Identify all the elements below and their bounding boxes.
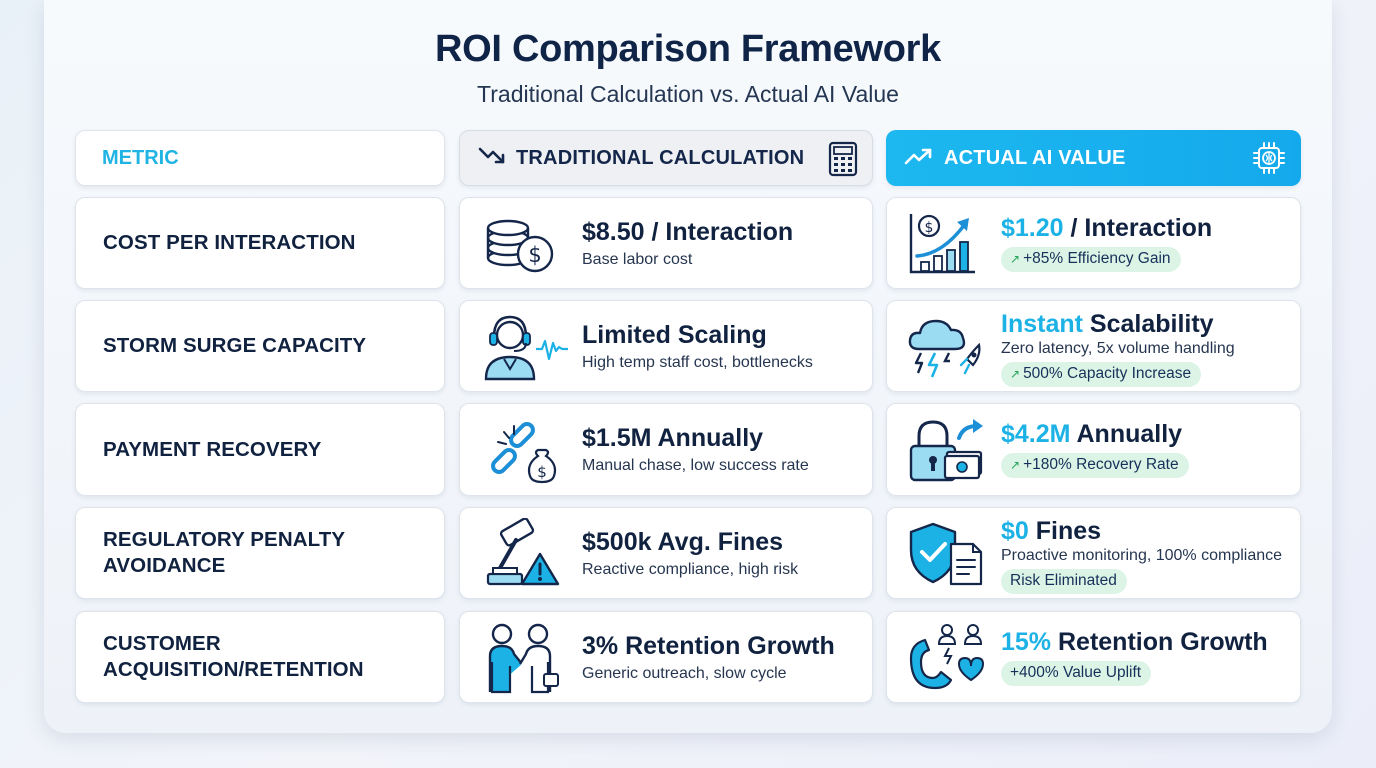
pill-arrow-icon: ↗ xyxy=(1010,367,1021,381)
ai-card-storm: Instant Scalability Zero latency, 5x vol… xyxy=(886,300,1301,392)
traditional-subtext: Manual chase, low success rate xyxy=(582,457,809,474)
traditional-headline: $500k Avg. Fines xyxy=(582,528,784,556)
pill-arrow-icon: ↗ xyxy=(1010,252,1021,266)
ai-subtext: Zero latency, 5x volume handling xyxy=(1001,340,1235,357)
trend-down-icon xyxy=(478,146,506,171)
ai-pill: ↗ 500% Capacity Increase xyxy=(1001,362,1202,387)
header-ai-label: ACTUAL AI VALUE xyxy=(944,146,1126,169)
metric-label: COST PER INTERACTION xyxy=(103,231,356,254)
svg-text:$: $ xyxy=(528,243,541,267)
metric-card-regulatory: REGULATORY PENALTY AVOIDANCE xyxy=(75,507,445,599)
traditional-headline: $1.5M Annually xyxy=(582,424,764,452)
header-ai: ACTUAL AI VALUE xyxy=(886,130,1301,186)
ai-card-regulatory: $0 Fines Proactive monitoring, 100% comp… xyxy=(886,507,1301,599)
lock-money-icon xyxy=(907,416,987,489)
calculator-icon xyxy=(828,141,858,182)
metric-label: REGULATORY PENALTY AVOIDANCE xyxy=(103,528,346,577)
metric-card-storm: STORM SURGE CAPACITY xyxy=(75,300,445,392)
ai-headline-accent: $1.20 xyxy=(1001,214,1064,242)
ai-subtext: Proactive monitoring, 100% compliance xyxy=(1001,547,1283,564)
ai-pill: ↗ +85% Efficiency Gain xyxy=(1001,247,1181,272)
growth-chart-icon: $ xyxy=(907,210,979,281)
metric-label: CUSTOMER ACQUISITION/RETENTION xyxy=(103,632,364,681)
svg-text:$: $ xyxy=(537,463,547,481)
broken-chain-icon: $ xyxy=(484,416,560,491)
metric-label: STORM SURGE CAPACITY xyxy=(103,334,367,357)
traditional-headline: $8.50 / Interaction xyxy=(582,218,794,246)
call-agent-icon xyxy=(484,313,570,386)
gavel-warning-icon xyxy=(484,517,562,593)
metric-card-payment: PAYMENT RECOVERY xyxy=(75,403,445,496)
metric-card-cost: COST PER INTERACTION xyxy=(75,197,445,289)
header-traditional-label: TRADITIONAL CALCULATION xyxy=(516,146,805,169)
ai-pill: +400% Value Uplift xyxy=(1001,661,1152,686)
header-traditional: TRADITIONAL CALCULATION xyxy=(459,130,873,186)
traditional-card-cost: $ $8.50 / Interaction Base labor cost xyxy=(459,197,873,289)
coins-dollar-icon: $ xyxy=(484,210,556,281)
traditional-card-storm: Limited Scaling High temp staff cost, bo… xyxy=(459,300,873,392)
traditional-headline: Limited Scaling xyxy=(582,321,767,349)
traditional-headline: 3% Retention Growth xyxy=(582,632,835,660)
ai-headline: Instant Scalability xyxy=(1001,310,1235,339)
ai-pill-label: +400% Value Uplift xyxy=(1010,664,1142,681)
ai-card-payment: $4.2M Annually ↗ +180% Recovery Rate xyxy=(886,403,1301,496)
metric-label: PAYMENT RECOVERY xyxy=(103,437,322,461)
ai-headline-rest: Fines xyxy=(1028,517,1102,545)
ai-headline-accent: $4.2M xyxy=(1001,420,1071,448)
ai-headline-rest: / Interaction xyxy=(1063,214,1213,242)
ai-headline-rest: Scalability xyxy=(1082,310,1214,338)
traditional-subtext: Reactive compliance, high risk xyxy=(582,561,799,578)
svg-text:$: $ xyxy=(925,220,934,236)
metric-card-customer: CUSTOMER ACQUISITION/RETENTION xyxy=(75,611,445,703)
pill-arrow-icon: ↗ xyxy=(1010,458,1021,472)
ai-pill: Risk Eliminated xyxy=(1001,569,1127,594)
ai-card-cost: $ $1.20 / Interaction ↗ +85% Efficiency G… xyxy=(886,197,1301,289)
ai-chip-icon xyxy=(1251,140,1287,181)
traditional-card-customer: 3% Retention Growth Generic outreach, sl… xyxy=(459,611,873,703)
ai-pill-label: +180% Recovery Rate xyxy=(1023,456,1179,473)
page-subtitle: Traditional Calculation vs. Actual AI Va… xyxy=(477,81,899,107)
traditional-subtext: High temp staff cost, bottlenecks xyxy=(582,354,813,371)
magnet-people-icon xyxy=(907,622,987,697)
ai-headline: $0 Fines xyxy=(1001,517,1282,546)
ai-headline-accent: $0 xyxy=(1001,517,1029,545)
ai-pill-label: Risk Eliminated xyxy=(1010,572,1117,589)
ai-pill: ↗ +180% Recovery Rate xyxy=(1001,453,1189,478)
traditional-card-payment: $ $1.5M Annually Manual chase, low succe… xyxy=(459,403,873,496)
ai-pill-label: +85% Efficiency Gain xyxy=(1023,250,1171,267)
trend-up-icon xyxy=(904,146,934,171)
ai-headline-accent: 15% xyxy=(1001,628,1052,656)
page-title: ROI Comparison Framework xyxy=(435,28,941,70)
ai-pill-label: 500% Capacity Increase xyxy=(1023,365,1192,382)
ai-headline: 15% Retention Growth xyxy=(1001,628,1268,657)
storm-rocket-icon xyxy=(907,313,987,384)
ai-card-customer: 15% Retention Growth +400% Value Uplift xyxy=(886,611,1301,703)
ai-headline-accent: Instant xyxy=(1001,310,1083,338)
ai-headline: $1.20 / Interaction xyxy=(1001,214,1212,243)
header-metric: METRIC xyxy=(75,130,445,186)
header-metric-label: METRIC xyxy=(102,146,179,169)
ai-headline: $4.2M Annually xyxy=(1001,420,1189,449)
traditional-subtext: Generic outreach, slow cycle xyxy=(582,665,787,682)
traditional-subtext: Base labor cost xyxy=(582,251,693,268)
handshake-icon xyxy=(484,622,562,699)
ai-headline-rest: Annually xyxy=(1070,420,1183,448)
shield-document-icon xyxy=(907,520,987,591)
traditional-card-regulatory: $500k Avg. Fines Reactive compliance, hi… xyxy=(459,507,873,599)
ai-headline-rest: Retention Growth xyxy=(1051,628,1268,656)
